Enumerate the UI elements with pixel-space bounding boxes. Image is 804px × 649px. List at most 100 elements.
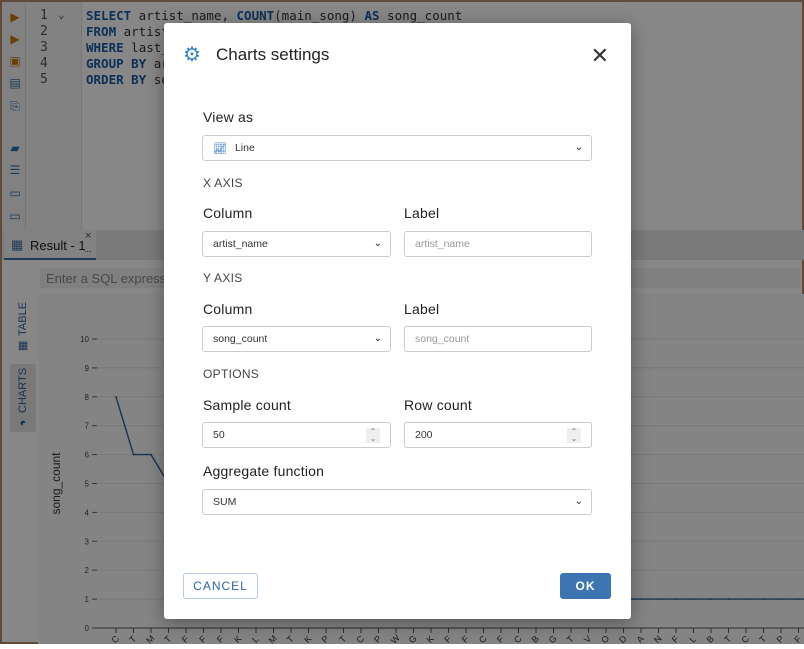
x-tick-label: V [582, 634, 593, 644]
x-tick-label: F [215, 633, 226, 644]
x-tick-label: B [705, 634, 716, 644]
cancel-button[interactable]: CANCEL [183, 573, 258, 599]
x-label-label: Label [404, 205, 440, 221]
x-tick-label: T [565, 633, 576, 644]
data-point [115, 396, 117, 398]
y-axis-heading: Y AXIS [203, 271, 243, 285]
data-point [797, 598, 800, 600]
x-tick-label: T [127, 633, 138, 644]
sql-editor[interactable]: SELECT artist_name, COUNT(main_song) AS … [86, 8, 462, 88]
y-tick-label: 7 [85, 422, 90, 431]
close-tab-icon[interactable]: × [85, 230, 92, 242]
explain-icon[interactable]: ▤ [9, 76, 21, 90]
data-point [150, 453, 152, 456]
x-tick-label: L [250, 634, 261, 644]
x-tick-label: T [337, 633, 348, 644]
x-tick-label: F [670, 633, 681, 644]
data-point [132, 453, 135, 456]
x-column-label: Column [203, 205, 253, 221]
run-new-tab-icon[interactable]: ▶ [10, 32, 20, 46]
save-icon[interactable]: ▰ [10, 141, 20, 155]
aggregate-select[interactable]: SUM ⌄ [202, 489, 592, 515]
x-tick-label: L [687, 634, 698, 644]
stepper-icon[interactable]: ⌃ ⌄ [567, 428, 581, 443]
x-tick-label: T [162, 633, 173, 644]
x-tick-label: F [180, 633, 191, 644]
y-tick-label: 6 [85, 451, 90, 460]
format-icon[interactable]: ☰ [9, 163, 21, 177]
x-tick-label: F [460, 633, 471, 644]
x-tick-label: N [652, 633, 664, 644]
x-tick-label: P [320, 634, 331, 644]
view-as-label: View as [203, 109, 254, 125]
x-label-input[interactable]: artist_name [404, 231, 592, 257]
aggregate-label: Aggregate function [203, 463, 325, 479]
line-number: 1 [40, 8, 48, 23]
data-point [640, 598, 642, 600]
x-tick-label: T [285, 633, 296, 644]
line-gutter: 1 ⌄ 2 3 4 5 [26, 2, 82, 230]
y-label-label: Label [404, 301, 440, 317]
y-tick-label: 10 [80, 335, 89, 344]
row-count-input[interactable]: 200 ⌃ ⌄ [404, 422, 592, 448]
dialog-title: Charts settings [216, 45, 330, 64]
code-line: WHERE last_ [86, 40, 169, 55]
y-tick-label: 5 [85, 480, 90, 489]
x-tick-label: K [302, 634, 313, 644]
load-script-icon[interactable]: ▭ [9, 186, 21, 200]
table-icon: ▦ [11, 237, 24, 252]
x-tick-label: F [792, 633, 803, 644]
chevron-down-icon: ⌄ [574, 496, 583, 507]
tab-label: Result - 1 [30, 238, 86, 253]
x-tick-label: P [775, 634, 786, 644]
line-chart-icon: 📈︎ [213, 142, 227, 155]
line-number: 5 [40, 72, 48, 87]
y-column-select[interactable]: song_count ⌄ [202, 326, 391, 352]
sample-count-label: Sample count [203, 397, 292, 413]
row-count-label: Row count [404, 397, 472, 413]
x-tick-label: K [232, 634, 243, 644]
close-icon[interactable]: ✕ [590, 43, 609, 68]
y-tick-label: 8 [85, 393, 90, 402]
chevron-down-icon: ⌄ [373, 333, 382, 344]
data-point [780, 598, 782, 600]
chevron-down-icon: ⌄ [373, 238, 382, 249]
sample-count-input[interactable]: 50 ⌃ ⌄ [202, 422, 391, 448]
charts-settings-dialog: ⚙ Charts settings ✕ View as 📈︎ Line ⌄ X AX… [164, 23, 631, 619]
data-point [727, 598, 730, 600]
editor-toolbar: ▶ ▶ ▣ ▤ ⎘ ▰ ☰ ▭ ▭ [2, 2, 26, 230]
x-tick-label: F [495, 633, 506, 644]
x-tick-label: P [372, 634, 383, 644]
data-point [745, 598, 747, 600]
x-tick-label: T [757, 633, 768, 644]
x-tick-label: F [197, 633, 208, 644]
y-tick-label: 2 [85, 566, 90, 575]
y-tick-label: 1 [85, 595, 90, 604]
save-script-icon[interactable]: ▭ [9, 209, 21, 223]
y-tick-label: 4 [85, 508, 90, 517]
x-column-select[interactable]: artist_name ⌄ [202, 231, 391, 257]
x-tick-label: K [425, 634, 436, 644]
export-icon[interactable]: ⎘ [10, 99, 20, 113]
x-axis-heading: X AXIS [203, 176, 243, 190]
y-tick-label: 0 [85, 624, 90, 633]
data-point [692, 598, 695, 600]
tab-menu[interactable]: ... [84, 244, 92, 254]
ok-button[interactable]: OK [560, 573, 611, 599]
y-label-input[interactable]: song_count [404, 326, 592, 352]
x-tick-label: B [530, 634, 541, 644]
run-script-icon[interactable]: ▣ [9, 54, 21, 68]
data-point [675, 598, 677, 600]
line-number: 3 [40, 40, 48, 55]
y-tick-label: 3 [85, 537, 90, 546]
x-tick-label: F [442, 633, 453, 644]
stepper-icon[interactable]: ⌃ ⌄ [366, 428, 380, 443]
code-line: ORDER BY so [86, 72, 169, 87]
tab-result-1[interactable]: ▦ Result - 1 × ... [4, 230, 96, 260]
data-point [710, 598, 712, 600]
view-as-select[interactable]: 📈︎ Line ⌄ [202, 135, 592, 161]
fold-chevron-icon[interactable]: ⌄ [58, 8, 65, 21]
code-line: SELECT artist_name, COUNT(main_song) AS … [86, 8, 463, 23]
run-icon[interactable]: ▶ [10, 10, 20, 24]
